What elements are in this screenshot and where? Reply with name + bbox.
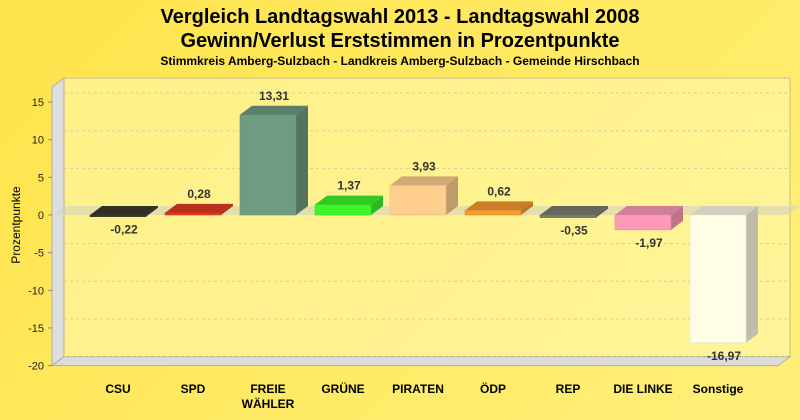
bar-top: [390, 176, 458, 186]
y-tick-label: -5: [34, 248, 44, 260]
bar-side: [446, 176, 458, 215]
bar-die-linke: [614, 214, 672, 231]
x-tick-label: GRÜNE: [321, 381, 364, 396]
data-label: 3,93: [412, 159, 436, 173]
x-tick-label: SPD: [181, 382, 206, 396]
bar-side: [296, 105, 308, 215]
bar-side: [746, 206, 758, 343]
y-tick-label: 10: [32, 135, 44, 147]
x-tick-label: FREIE: [250, 382, 285, 396]
data-label: -1,97: [635, 236, 663, 250]
bar-top: [690, 206, 758, 215]
data-label: 13,31: [259, 89, 289, 103]
chart-title: Vergleich Landtagswahl 2013 - Landtagswa…: [160, 6, 640, 28]
y-tick-label: -20: [28, 361, 44, 373]
y-tick-label: 0: [38, 210, 44, 222]
data-label: -0,35: [560, 224, 588, 238]
bar-side: [521, 201, 533, 215]
x-tick-label: DIE LINKE: [613, 382, 672, 396]
data-label: -0,22: [110, 223, 138, 237]
bar-ödp: [464, 210, 522, 216]
bar-rep: [539, 214, 597, 218]
bar-spd: [164, 212, 222, 216]
y-axis-label: Prozentpunkte: [9, 186, 23, 264]
bar-csu: [89, 214, 147, 217]
bar-freie-wähler: [239, 114, 297, 216]
x-tick-label: REP: [556, 382, 581, 396]
x-tick-label: ÖDP: [480, 381, 506, 396]
bar-top: [540, 206, 608, 215]
bar-top: [315, 195, 383, 205]
y-tick-label: -15: [28, 323, 44, 335]
bar-top: [465, 201, 533, 211]
bar-piraten: [389, 185, 447, 216]
bar-top: [165, 203, 233, 213]
x-tick-label: CSU: [105, 382, 130, 396]
data-label: -16,97: [707, 349, 741, 363]
data-label: 0,62: [487, 184, 511, 198]
bar-top: [90, 206, 158, 215]
bar-side: [671, 206, 683, 230]
bar-side: [596, 206, 608, 218]
data-label: 0,28: [187, 187, 211, 201]
y-tick-label: -10: [28, 285, 44, 297]
y-tick-label: 5: [38, 172, 44, 184]
bar-top: [615, 206, 683, 215]
bar-top: [240, 105, 308, 115]
bar-side: [221, 203, 233, 215]
bar-sonstige: [689, 214, 747, 344]
bar-side: [371, 195, 383, 215]
plot-floor: [50, 356, 792, 367]
bar-side: [146, 206, 158, 217]
y-tick-label: 15: [32, 97, 44, 109]
data-label: 1,37: [337, 179, 361, 193]
x-tick-label: Sonstige: [693, 382, 744, 396]
x-tick-label: WÄHLER: [242, 396, 295, 411]
x-tick-label: PIRATEN: [392, 382, 444, 396]
chart-subtitle2: Stimmkreis Amberg-Sulzbach - Landkreis A…: [160, 54, 640, 68]
bar-grüne: [314, 204, 372, 216]
plot-left-wall: [51, 76, 65, 367]
chart-subtitle: Gewinn/Verlust Erststimmen in Prozentpun…: [180, 30, 620, 52]
